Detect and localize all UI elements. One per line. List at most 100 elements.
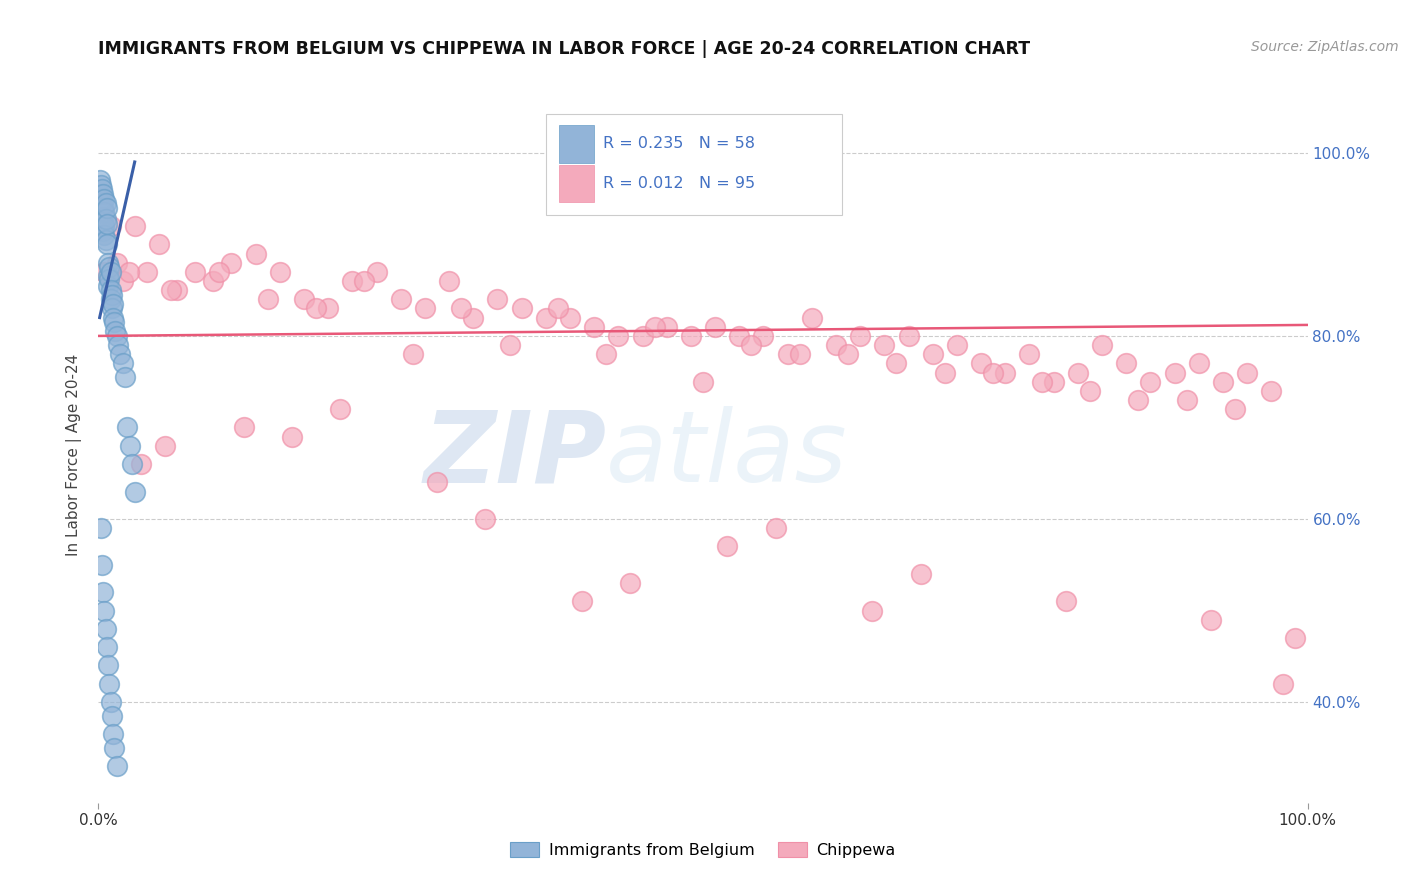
Point — [93, 205, 115, 219]
Point — [305, 301, 328, 316]
Text: R = 0.012   N = 95: R = 0.012 N = 95 — [603, 176, 755, 191]
Point — [704, 319, 727, 334]
Point — [450, 301, 472, 316]
Point — [728, 329, 751, 343]
Point — [426, 475, 449, 490]
Point — [389, 293, 412, 307]
Point — [96, 237, 118, 252]
Point — [860, 603, 883, 617]
Legend: Immigrants from Belgium, Chippewa: Immigrants from Belgium, Chippewa — [503, 836, 903, 864]
Point — [776, 347, 799, 361]
Point — [800, 310, 823, 325]
Point — [94, 622, 117, 636]
Point — [595, 347, 617, 361]
Point — [121, 457, 143, 471]
Point — [100, 265, 122, 279]
Point — [486, 293, 509, 307]
Text: ZIP: ZIP — [423, 407, 606, 503]
Point — [1139, 375, 1161, 389]
Point — [111, 274, 134, 288]
Point — [117, 420, 139, 434]
Point — [232, 420, 254, 434]
Point — [679, 329, 702, 343]
Point — [1223, 402, 1246, 417]
Text: R = 0.235   N = 58: R = 0.235 N = 58 — [603, 136, 755, 152]
Point — [1128, 392, 1150, 407]
Point — [619, 576, 641, 591]
FancyBboxPatch shape — [560, 125, 595, 162]
Point — [221, 255, 243, 269]
Point — [342, 274, 364, 288]
Point — [91, 224, 114, 238]
Point — [100, 283, 122, 297]
Point — [100, 219, 122, 233]
Point — [498, 338, 520, 352]
Point — [148, 237, 170, 252]
Point — [100, 695, 122, 709]
Point — [100, 287, 122, 301]
Point — [256, 293, 278, 307]
Point — [1260, 384, 1282, 398]
Point — [1236, 366, 1258, 380]
Point — [981, 366, 1004, 380]
Point — [413, 301, 436, 316]
Point — [101, 727, 124, 741]
Point — [111, 356, 134, 370]
Point — [692, 375, 714, 389]
Point — [1054, 594, 1077, 608]
Point — [91, 182, 114, 196]
Point — [1212, 375, 1234, 389]
Point — [94, 211, 117, 226]
Point — [583, 319, 606, 334]
Point — [93, 603, 115, 617]
Point — [1091, 338, 1114, 352]
Point — [100, 293, 122, 307]
Point — [716, 540, 738, 554]
Point — [98, 260, 121, 275]
Point — [837, 347, 859, 361]
Point — [97, 269, 120, 284]
Point — [825, 338, 848, 352]
Point — [91, 196, 114, 211]
Point — [208, 265, 231, 279]
Point — [101, 297, 124, 311]
Point — [94, 196, 117, 211]
Point — [849, 329, 872, 343]
Point — [97, 255, 120, 269]
Point — [129, 457, 152, 471]
Point — [1018, 347, 1040, 361]
Point — [934, 366, 956, 380]
Point — [135, 265, 157, 279]
Point — [96, 640, 118, 655]
Point — [90, 521, 112, 535]
Point — [353, 274, 375, 288]
Point — [1163, 366, 1185, 380]
Point — [91, 219, 114, 233]
Point — [94, 233, 117, 247]
Point — [90, 178, 112, 192]
Point — [103, 740, 125, 755]
FancyBboxPatch shape — [546, 114, 842, 215]
Point — [93, 219, 115, 233]
Point — [124, 484, 146, 499]
Point — [114, 370, 136, 384]
Point — [886, 356, 908, 370]
Point — [631, 329, 654, 343]
Point — [105, 759, 128, 773]
Point — [202, 274, 225, 288]
Text: atlas: atlas — [606, 407, 848, 503]
Point — [1067, 366, 1090, 380]
Point — [118, 439, 141, 453]
Point — [292, 293, 315, 307]
Point — [93, 228, 115, 243]
Point — [1042, 375, 1064, 389]
Point — [105, 255, 128, 269]
Point — [437, 274, 460, 288]
Point — [104, 324, 127, 338]
Point — [98, 677, 121, 691]
Point — [91, 187, 114, 202]
Point — [644, 319, 666, 334]
Point — [402, 347, 425, 361]
Point — [765, 521, 787, 535]
Point — [910, 566, 932, 581]
